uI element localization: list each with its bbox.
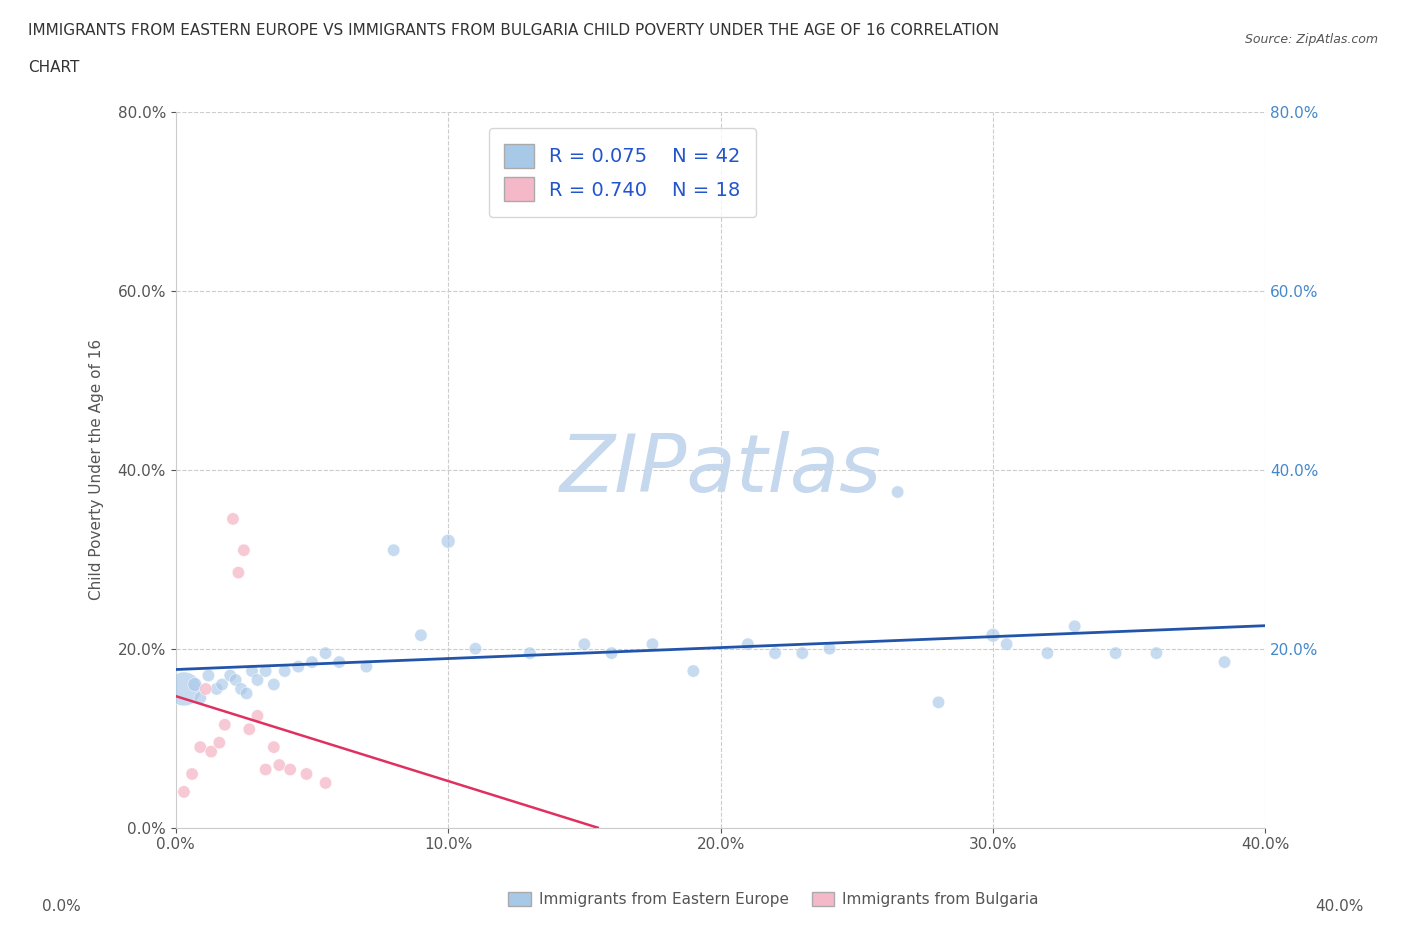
Point — [238, 722, 260, 737]
Point — [222, 512, 245, 526]
Point — [269, 758, 291, 773]
Point — [235, 686, 257, 701]
Text: 40.0%: 40.0% — [1316, 899, 1364, 914]
Point — [600, 645, 623, 660]
Point — [214, 717, 236, 732]
Point — [409, 628, 432, 643]
Y-axis label: Child Poverty Under the Age of 16: Child Poverty Under the Age of 16 — [89, 339, 104, 600]
Point — [232, 543, 254, 558]
Point — [737, 637, 759, 652]
Point — [211, 677, 233, 692]
Point — [208, 736, 231, 751]
Point — [173, 785, 195, 800]
Point — [173, 682, 195, 697]
Point — [225, 672, 247, 687]
Point — [437, 534, 460, 549]
Point — [228, 565, 250, 580]
Point — [219, 668, 242, 683]
Legend: R = 0.075    N = 42, R = 0.740    N = 18: R = 0.075 N = 42, R = 0.740 N = 18 — [489, 128, 756, 217]
Point — [792, 645, 814, 660]
Point — [246, 672, 269, 687]
Point — [188, 739, 211, 754]
Point — [287, 659, 309, 674]
Text: CHART: CHART — [28, 60, 80, 75]
Point — [1213, 655, 1236, 670]
Point — [682, 664, 704, 679]
Point — [981, 628, 1004, 643]
Point — [181, 766, 204, 781]
Text: 0.0%: 0.0% — [42, 899, 82, 914]
Point — [254, 664, 277, 679]
Point — [231, 682, 253, 697]
Point — [519, 645, 541, 660]
Point — [1063, 618, 1085, 633]
Point — [886, 485, 908, 499]
Point — [1036, 645, 1059, 660]
Point — [763, 645, 786, 660]
Legend: Immigrants from Eastern Europe, Immigrants from Bulgaria: Immigrants from Eastern Europe, Immigran… — [502, 885, 1045, 913]
Point — [315, 645, 337, 660]
Point — [188, 690, 211, 705]
Point — [574, 637, 596, 652]
Point — [240, 664, 263, 679]
Point — [197, 668, 219, 683]
Point — [995, 637, 1018, 652]
Point — [263, 739, 285, 754]
Point — [464, 642, 486, 657]
Point — [278, 762, 301, 777]
Point — [382, 543, 405, 558]
Point — [254, 762, 277, 777]
Point — [1104, 645, 1126, 660]
Point — [184, 677, 207, 692]
Point — [274, 664, 297, 679]
Text: ZIPatlas: ZIPatlas — [560, 431, 882, 509]
Point — [328, 655, 350, 670]
Point — [301, 655, 323, 670]
Point — [263, 677, 285, 692]
Point — [194, 682, 217, 697]
Point — [246, 709, 269, 724]
Point — [356, 659, 378, 674]
Text: IMMIGRANTS FROM EASTERN EUROPE VS IMMIGRANTS FROM BULGARIA CHILD POVERTY UNDER T: IMMIGRANTS FROM EASTERN EUROPE VS IMMIGR… — [28, 23, 1000, 38]
Point — [295, 766, 318, 781]
Point — [1144, 645, 1167, 660]
Text: Source: ZipAtlas.com: Source: ZipAtlas.com — [1244, 33, 1378, 46]
Point — [928, 695, 950, 710]
Point — [205, 682, 228, 697]
Point — [818, 642, 841, 657]
Point — [641, 637, 664, 652]
Point — [315, 776, 337, 790]
Point — [200, 744, 222, 759]
